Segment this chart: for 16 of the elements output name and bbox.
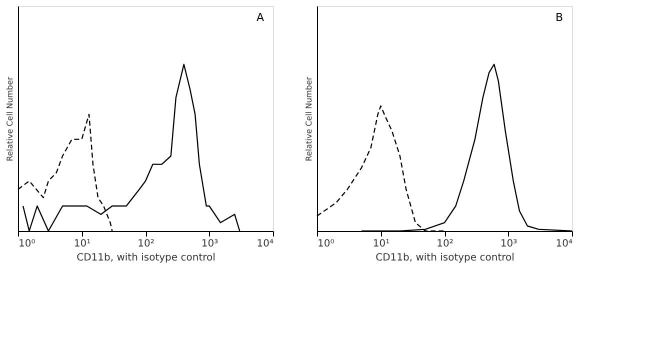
x-tick-label: 10⁴ bbox=[556, 238, 572, 250]
x-axis-title: CD11b, with isotype control bbox=[376, 252, 514, 264]
x-tick-label: 10² bbox=[436, 238, 454, 250]
y-axis-title: Relative Cell Number bbox=[304, 76, 314, 162]
x-tick-label: 10⁰ bbox=[318, 238, 334, 250]
x-tick-label: 10³ bbox=[201, 238, 218, 250]
text: B bbox=[555, 11, 563, 24]
y-axis-title: Relative Cell Number bbox=[6, 76, 14, 162]
x-axis-title: CD11b, with isotype control bbox=[76, 252, 216, 264]
x-tick-label: 10⁴ bbox=[256, 238, 274, 250]
x-tick-label: 10³ bbox=[500, 238, 518, 250]
x-tick-label: 10⁰ bbox=[18, 238, 36, 250]
x-tick-label: 10² bbox=[138, 238, 154, 250]
x-tick-label: 10¹ bbox=[74, 238, 91, 250]
x-tick-label: 10¹ bbox=[372, 238, 390, 250]
text: A bbox=[256, 11, 264, 24]
